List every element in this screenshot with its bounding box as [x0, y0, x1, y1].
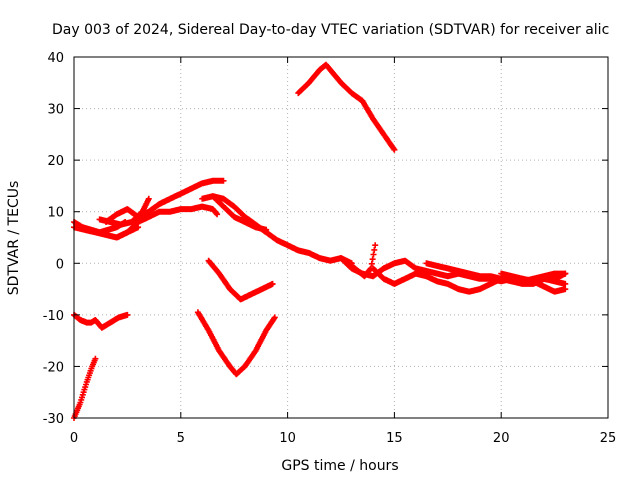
data-point-markers — [295, 61, 398, 153]
chart-title: Day 003 of 2024, Sidereal Day-to-day VTE… — [52, 22, 609, 38]
plot-frame — [73, 56, 609, 419]
y-tick-labels: -30 -20 -10 0 10 20 30 40 — [43, 51, 64, 427]
y-tick-label: -30 — [43, 412, 64, 427]
y-tick-label: 0 — [56, 257, 64, 272]
series-arc-11 — [194, 309, 278, 378]
y-tick-label: 20 — [47, 154, 64, 169]
series-arc-17 — [348, 242, 379, 280]
series-arc-9 — [209, 193, 270, 233]
data-point-markers — [423, 260, 569, 285]
chart-gridlines — [74, 57, 608, 418]
x-tick-label: 15 — [386, 431, 403, 446]
data-point-markers — [194, 309, 278, 378]
data-point-markers — [209, 193, 270, 233]
axis-ticks — [73, 56, 609, 419]
data-point-markers — [348, 242, 379, 280]
data-point-markers — [103, 177, 227, 225]
x-tick-label: 5 — [177, 431, 185, 446]
y-tick-label: -20 — [43, 360, 64, 375]
y-tick-label: -10 — [43, 309, 64, 324]
x-tick-label: 0 — [70, 431, 78, 446]
x-tick-label: 20 — [493, 431, 510, 446]
y-tick-label: 10 — [47, 206, 64, 221]
series-arc-12 — [295, 61, 398, 153]
series-arc-16 — [498, 270, 569, 295]
series-arc-15 — [423, 260, 569, 285]
x-tick-labels: 0 5 10 15 20 25 — [70, 431, 616, 446]
data-points — [71, 61, 569, 421]
x-tick-label: 10 — [279, 431, 296, 446]
x-tick-label: 25 — [600, 431, 617, 446]
y-tick-label: 40 — [47, 51, 64, 66]
data-point-markers — [113, 203, 221, 241]
y-tick-label: 30 — [47, 103, 64, 118]
data-point-markers — [498, 270, 569, 295]
series-arc-7 — [113, 203, 221, 241]
series-arc-10 — [205, 257, 276, 303]
data-point-markers — [205, 257, 276, 303]
series-arc-1 — [71, 355, 99, 421]
series-arc-6 — [103, 177, 227, 225]
x-axis-title: GPS time / hours — [281, 458, 398, 474]
y-axis-title: SDTVAR / TECUs — [6, 181, 22, 296]
data-point-markers — [71, 355, 99, 421]
